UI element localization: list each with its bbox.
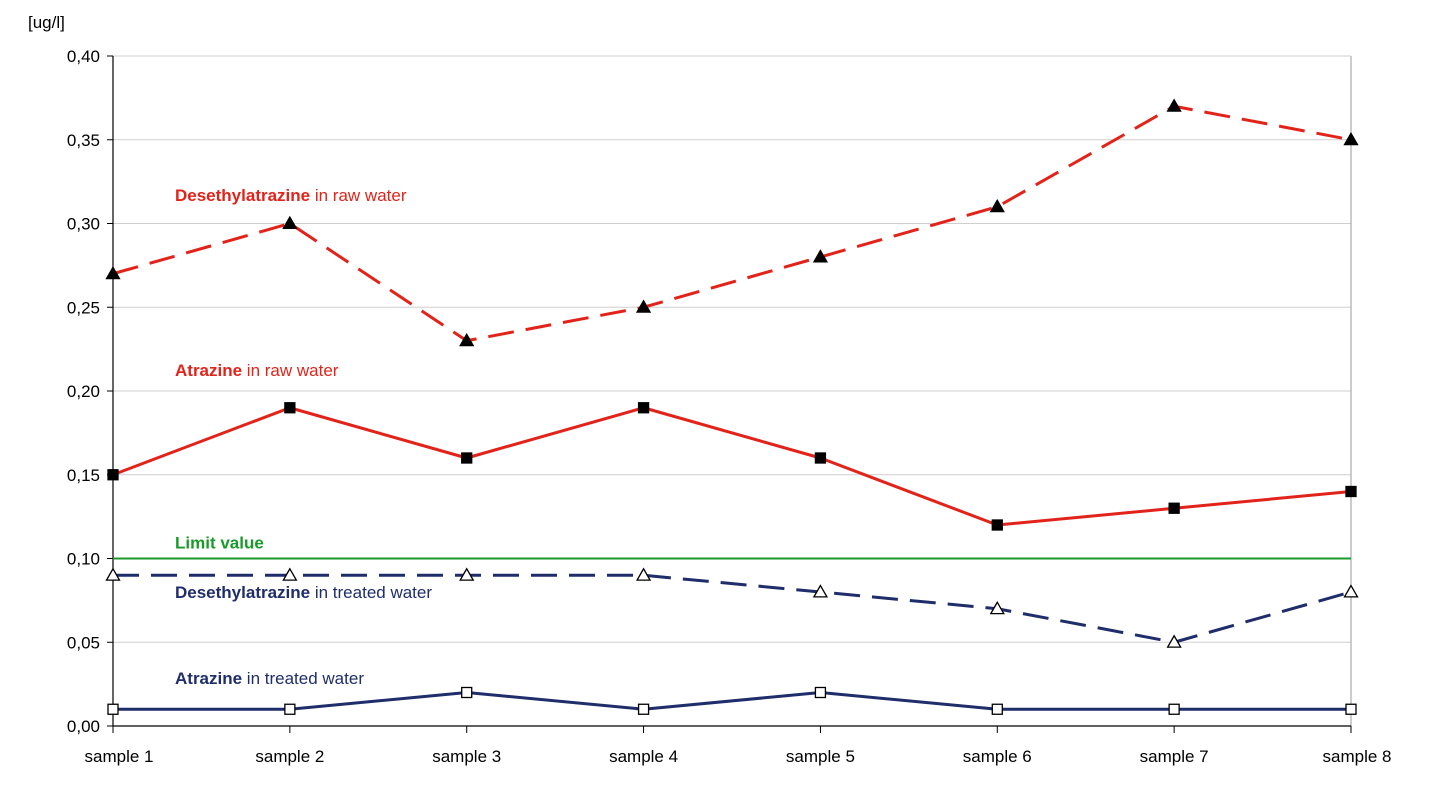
series-2 (107, 402, 1357, 531)
series-label-rest: in treated water (310, 583, 432, 602)
series-labels: Limit value Desethylatrazine in raw water… (175, 186, 432, 688)
data-point (991, 703, 1003, 715)
x-tick-label: sample 3 (432, 747, 501, 766)
data-point (1166, 98, 1182, 112)
x-tick-label: sample 8 (1323, 747, 1392, 766)
gridlines (113, 55, 1351, 643)
series-label-rest: in raw water (242, 361, 339, 380)
series-1 (105, 98, 1359, 347)
data-point (107, 703, 119, 715)
series-label-bold: Desethylatrazine (175, 186, 310, 205)
data-point (461, 452, 473, 464)
y-tick-label: 0,40 (67, 47, 100, 66)
x-tick-label: sample 6 (963, 747, 1032, 766)
data-point (637, 402, 650, 414)
series-label-bold: Atrazine (175, 669, 242, 688)
data-point (1343, 131, 1359, 146)
series-label-rest: in treated water (242, 669, 364, 688)
series-line (113, 691, 1351, 711)
data-point (284, 402, 296, 414)
data-point (284, 703, 296, 715)
series-4 (107, 686, 1357, 715)
data-point (1343, 584, 1359, 598)
axes: 0,00 0,05 0,10 0,15 0,20 0,25 0,30 0,35 0,40 samp… (67, 47, 1392, 766)
data-point (814, 452, 827, 464)
data-point (461, 686, 473, 699)
data-point (814, 686, 827, 699)
data-point (1166, 634, 1182, 648)
data-point (635, 567, 652, 581)
series-line (112, 104, 1352, 343)
y-tick-label: 0,05 (67, 633, 100, 652)
data-point (459, 567, 475, 581)
series-group (105, 98, 1359, 715)
data-point (812, 249, 829, 263)
series-label: Desethylatrazine in treated water (175, 583, 432, 602)
limit-label: Limit value (175, 534, 264, 553)
y-tick-label: 0,15 (67, 466, 100, 485)
series-label: Desethylatrazine in raw water (175, 186, 407, 205)
data-point (105, 567, 121, 581)
data-point (459, 332, 475, 347)
series-label: Atrazine in treated water (175, 669, 364, 688)
x-tick-label: sample 1 (85, 747, 154, 766)
series-line (113, 573, 1352, 644)
data-point (635, 299, 652, 313)
series-label-bold: Desethylatrazine (175, 583, 310, 602)
series-line (112, 406, 1352, 527)
data-point (637, 703, 650, 715)
series-label-rest: in raw water (310, 186, 407, 205)
data-point (989, 600, 1005, 615)
y-tick-label: 0,20 (67, 382, 100, 401)
data-point (989, 198, 1005, 213)
x-tick-label: sample 4 (609, 747, 678, 766)
data-point (812, 584, 829, 598)
y-tick-label: 0,25 (67, 298, 100, 317)
x-tick-label: sample 7 (1140, 747, 1209, 766)
data-point (1168, 502, 1180, 514)
series-3 (105, 567, 1359, 648)
data-point (282, 567, 298, 581)
x-tick-label: sample 2 (255, 747, 324, 766)
data-point (107, 469, 119, 481)
y-tick-label: 0,30 (67, 215, 100, 234)
y-tick-label: 0,10 (67, 550, 100, 569)
data-point (1345, 703, 1357, 715)
y-tick-label: 0,35 (67, 131, 100, 150)
y-tick-label: 0,00 (67, 717, 100, 736)
data-point (282, 215, 298, 230)
series-label: Atrazine in raw water (175, 361, 339, 380)
data-point (1168, 703, 1180, 715)
x-tick-label: sample 5 (786, 747, 855, 766)
y-axis-unit-label: [ug/l] (28, 13, 65, 32)
data-point (991, 519, 1003, 531)
data-point (1345, 485, 1357, 498)
series-label-bold: Atrazine (175, 361, 242, 380)
data-point (105, 265, 121, 280)
